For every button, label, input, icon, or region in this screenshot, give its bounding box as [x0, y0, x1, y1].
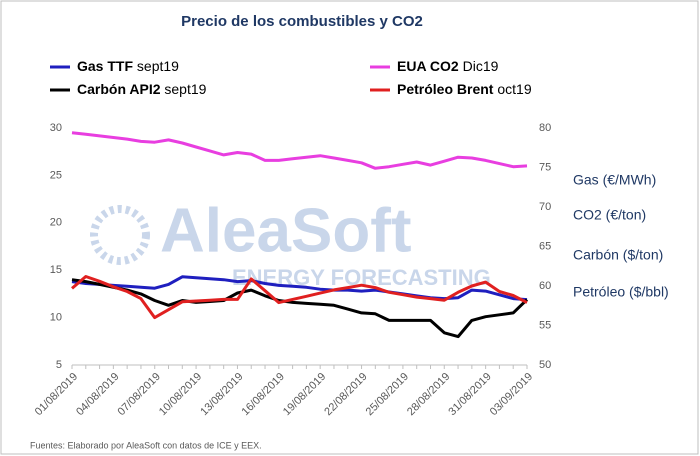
- legend-name: EUA CO2: [397, 58, 459, 74]
- y-tick-label: 25: [50, 169, 62, 181]
- legend-name: Petróleo Brent: [397, 81, 494, 97]
- legend-name: Carbón API2: [77, 81, 161, 97]
- series-line: [71, 278, 529, 339]
- chart-title: Precio de los combustibles y CO2: [181, 13, 423, 30]
- watermark: AleaSoft ENERGY FORECASTING: [90, 196, 491, 290]
- y2-tick-label: 50: [539, 359, 551, 371]
- y2-tick-label: 70: [539, 201, 551, 213]
- unit-label: CO2 (€/ton): [573, 207, 646, 223]
- y-tick-label: 30: [50, 122, 62, 134]
- y2-tick-label: 75: [539, 161, 551, 173]
- y-tick-label: 5: [56, 359, 62, 371]
- y2-tick-label: 65: [539, 240, 551, 252]
- y-tick-label: 15: [50, 264, 62, 276]
- y-tick-label: 20: [50, 217, 62, 229]
- legend-label: Petróleo Brent oct19: [397, 81, 532, 97]
- legend-contract: Dic19: [463, 58, 499, 74]
- legend-label: EUA CO2 Dic19: [397, 58, 499, 74]
- legend-label: Gas TTF sept19: [77, 58, 179, 74]
- y2-tick-label: 80: [539, 122, 551, 134]
- y-tick-label: 10: [50, 312, 62, 324]
- legend-name: Gas TTF: [77, 58, 133, 74]
- legend-label: Carbón API2 sept19: [77, 81, 207, 97]
- watermark-text: AleaSoft: [160, 196, 411, 265]
- legend-contract: sept19: [164, 81, 206, 97]
- series-line: [71, 131, 528, 170]
- legend-contract: sept19: [137, 58, 179, 74]
- y2-tick-label: 55: [539, 319, 551, 331]
- unit-label: Petróleo ($/bbl): [573, 284, 669, 300]
- legend-contract: oct19: [497, 81, 531, 97]
- watermark-logo: [90, 205, 150, 265]
- series-line: [71, 275, 528, 320]
- y2-tick-label: 60: [539, 280, 551, 292]
- unit-label: Carbón ($/ton): [573, 247, 663, 263]
- unit-label: Gas (€/MWh): [573, 172, 656, 188]
- source-note: Fuentes: Elaborado por AleaSoft con dato…: [30, 440, 262, 450]
- series-line: [71, 275, 528, 302]
